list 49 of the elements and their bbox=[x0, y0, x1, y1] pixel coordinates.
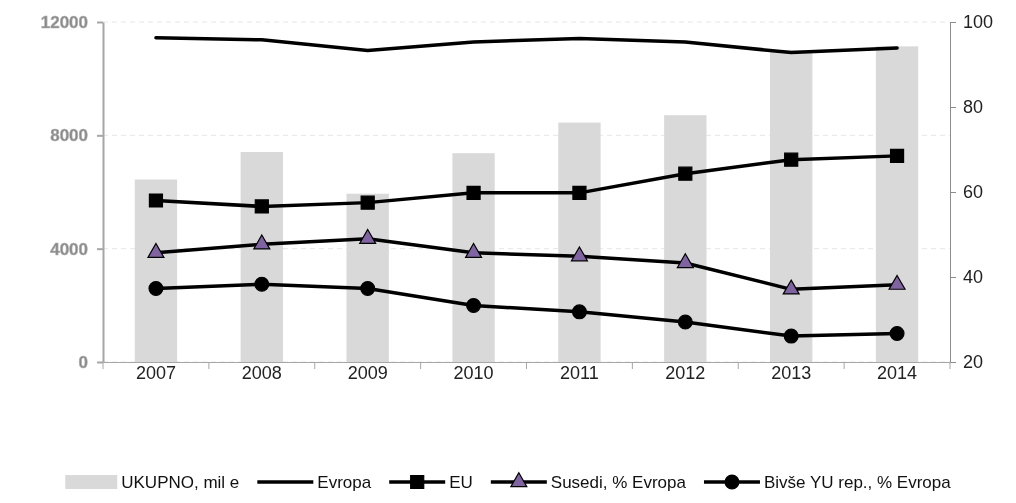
point bbox=[676, 253, 694, 269]
point bbox=[677, 314, 693, 330]
legend-label: EU bbox=[449, 473, 473, 492]
legend-label: UKUPNO, mil e bbox=[121, 473, 240, 492]
x-tick-label: 2012 bbox=[665, 363, 706, 383]
point bbox=[466, 297, 482, 313]
x-tick-label: 2011 bbox=[560, 363, 599, 383]
line-series bbox=[154, 35, 899, 55]
point bbox=[783, 328, 799, 344]
y2-tick-label: 100 bbox=[963, 12, 994, 33]
legend-label: Susedi, % Evropa bbox=[550, 473, 687, 492]
y-tick-label: 12000 bbox=[40, 12, 88, 32]
bar bbox=[558, 122, 601, 362]
x-tick-label: 2009 bbox=[347, 363, 388, 383]
bar bbox=[664, 115, 707, 362]
point bbox=[889, 326, 905, 342]
y2-tick-label: 80 bbox=[963, 97, 984, 118]
point bbox=[678, 166, 693, 181]
y-tick-label: 8000 bbox=[50, 126, 88, 146]
y-tick-label: 0 bbox=[78, 352, 88, 372]
y-tick-label: 4000 bbox=[50, 239, 88, 259]
point bbox=[784, 152, 799, 167]
bar bbox=[770, 50, 813, 362]
x-tick-label: 2007 bbox=[135, 363, 176, 383]
point bbox=[572, 185, 587, 200]
x-tick-label: 2013 bbox=[771, 363, 812, 383]
y2-tick-label: 20 bbox=[963, 352, 984, 373]
point bbox=[360, 195, 375, 210]
point bbox=[360, 280, 376, 296]
point bbox=[889, 148, 905, 163]
point bbox=[466, 185, 481, 200]
y2-tick-label: 40 bbox=[963, 267, 984, 288]
point bbox=[782, 279, 800, 295]
point bbox=[571, 304, 587, 320]
point bbox=[254, 276, 270, 292]
x-tick-label: 2014 bbox=[877, 363, 918, 383]
bar bbox=[452, 153, 495, 362]
bar bbox=[875, 46, 919, 362]
legend-label: Bivše YU rep., % Evropa bbox=[763, 473, 952, 492]
legend-label: Evropa bbox=[317, 473, 372, 492]
x-tick-label: 2010 bbox=[453, 363, 494, 383]
point bbox=[254, 199, 269, 214]
point bbox=[148, 280, 164, 296]
point bbox=[253, 234, 271, 250]
bar bbox=[134, 179, 178, 362]
point bbox=[148, 193, 164, 208]
x-tick-label: 2008 bbox=[241, 363, 282, 383]
y2-tick-label: 60 bbox=[963, 182, 984, 203]
point bbox=[570, 246, 589, 262]
